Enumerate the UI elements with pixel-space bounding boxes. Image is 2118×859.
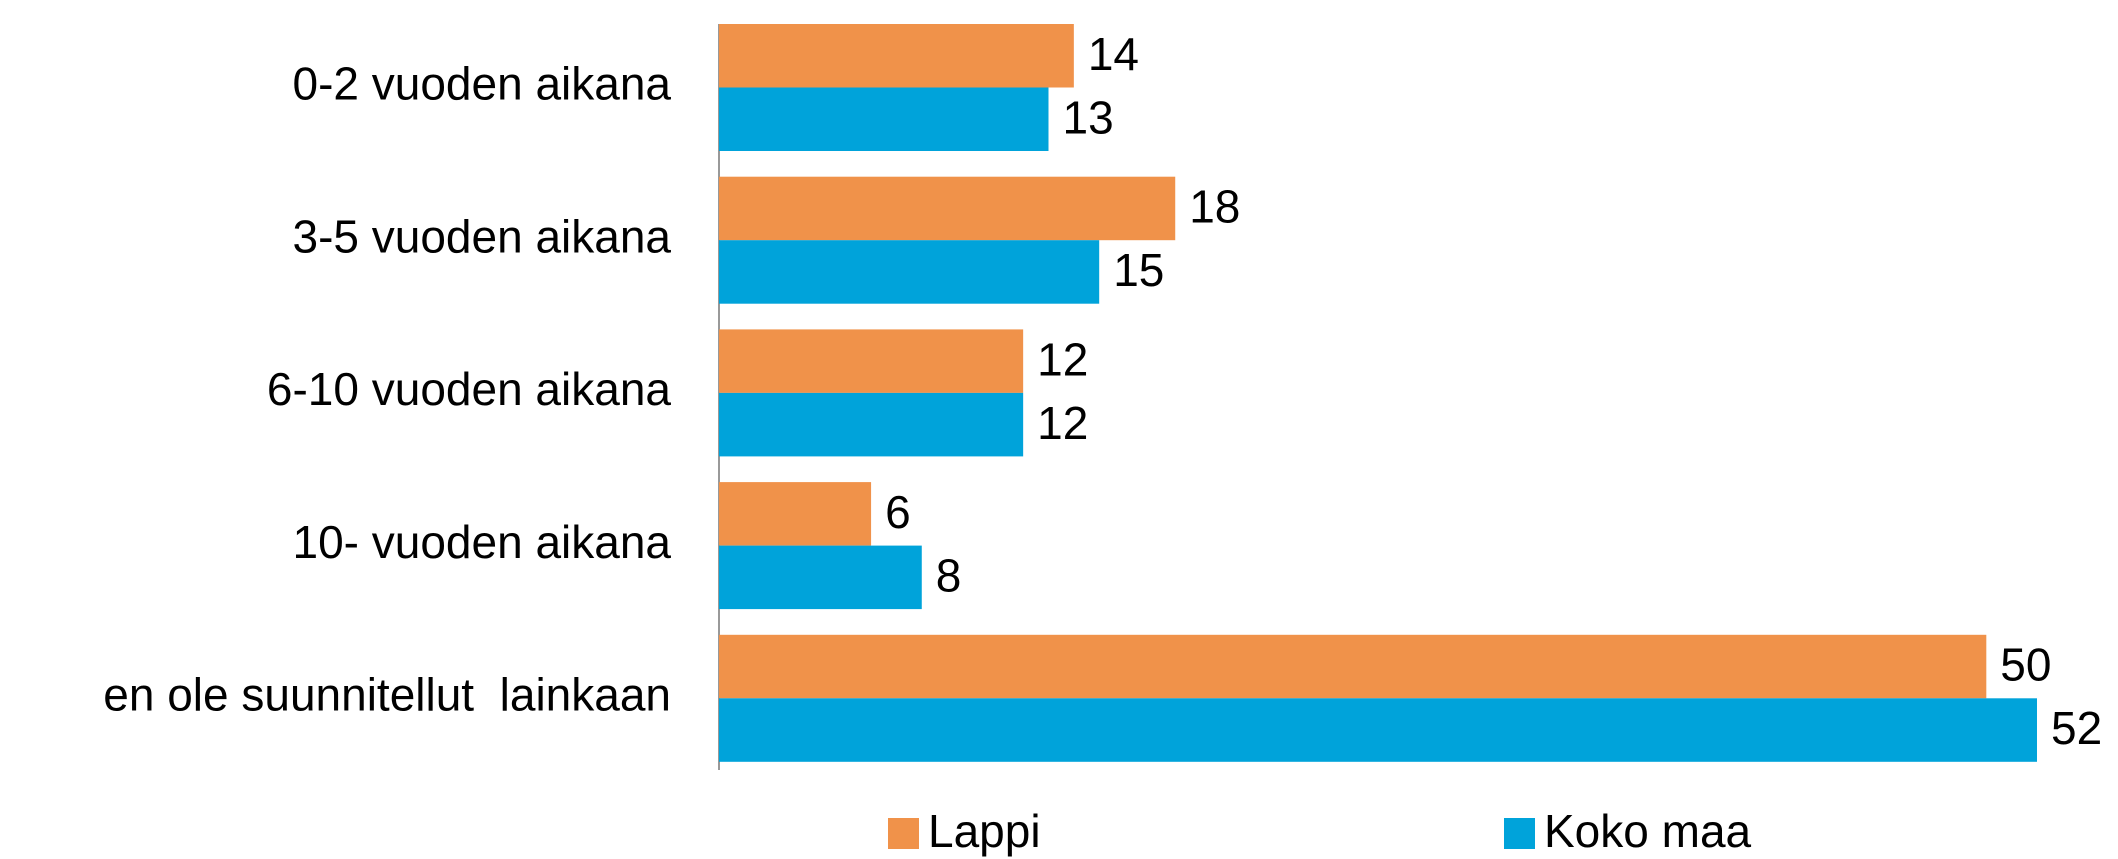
data-label: 13 [1063,91,1114,143]
bar [719,176,1176,241]
category-label: 10- vuoden aikana [292,516,671,568]
category-label: 3-5 vuoden aikana [292,210,671,262]
legend-label: Koko maa [1544,805,1752,857]
bar [719,634,1987,699]
category-label: 0-2 vuoden aikana [292,58,671,110]
legend-swatch [1504,818,1535,849]
bar [719,240,1100,304]
bar [719,329,1024,393]
bar [719,87,1049,151]
data-label: 15 [1113,244,1164,296]
bar [719,545,922,610]
data-label: 12 [1037,333,1088,385]
bar [719,698,2037,762]
data-label: 6 [885,486,911,538]
category-label: en ole suunnitellut lainkaan [103,668,671,720]
data-label: 52 [2051,702,2102,754]
bar [719,392,1024,457]
legend-swatch [888,818,919,849]
data-label: 12 [1037,397,1088,449]
legend-label: Lappi [928,805,1041,857]
data-label: 8 [936,550,962,602]
category-label: 6-10 vuoden aikana [267,363,672,415]
bar [719,24,1074,88]
data-label: 14 [1088,28,1139,80]
data-label: 50 [2000,639,2051,691]
data-label: 18 [1189,181,1240,233]
bar [719,482,872,546]
